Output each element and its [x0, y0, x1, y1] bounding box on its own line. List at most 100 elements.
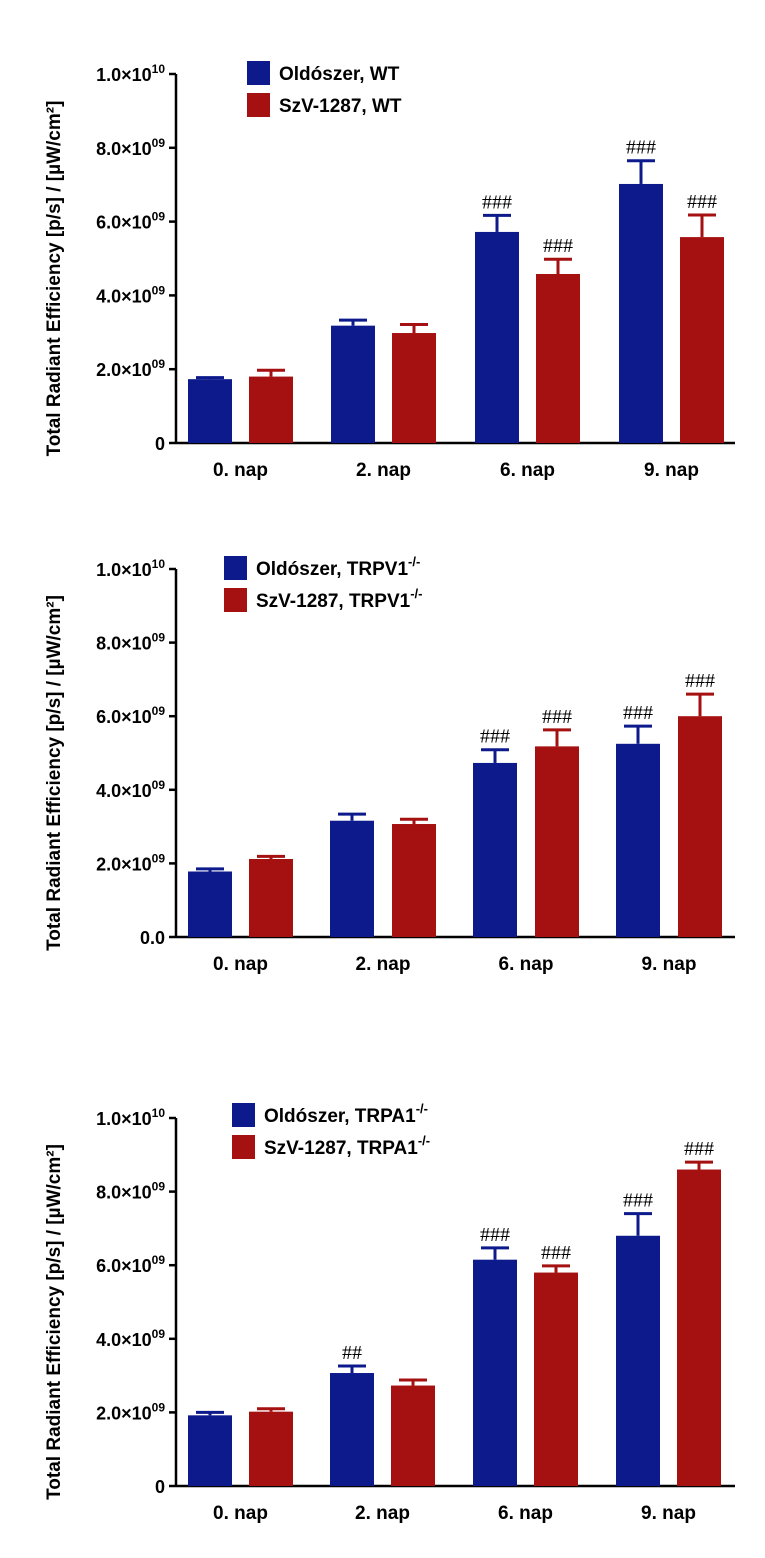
y-tick-exponent: 09	[152, 1327, 166, 1341]
x-tick-label: 9. nap	[644, 460, 699, 481]
y-tick-mantissa: 6.0×10	[96, 1256, 152, 1276]
bar	[534, 1272, 578, 1486]
y-tick-exponent: 09	[152, 136, 166, 150]
legend-label: SzV-1287, TRPV1-/-	[256, 586, 422, 612]
legend-label-text: SzV-1287, TRPA1	[264, 1138, 418, 1159]
y-tick-label: 0	[155, 1477, 165, 1497]
y-tick-mantissa: 6.0×10	[96, 213, 152, 233]
legend-label: SzV-1287, WT	[279, 96, 402, 117]
legend-label: Oldószer, TRPA1-/-	[264, 1101, 428, 1127]
bar	[188, 871, 232, 937]
bar	[677, 1169, 721, 1486]
y-axis-label: Total Radiant Efficiency [p/s] / [µW/cm²…	[44, 1144, 65, 1500]
y-tick-label: 1.0×1010	[96, 557, 165, 580]
bar	[475, 231, 519, 443]
y-tick-exponent: 09	[152, 1253, 166, 1267]
bar	[188, 379, 232, 443]
legend-label-superscript: -/-	[410, 586, 422, 601]
y-tick-exponent: 10	[152, 62, 166, 76]
significance-label: ###	[623, 1190, 653, 1212]
y-tick-label: 1.0×1010	[96, 1106, 165, 1129]
bar	[391, 1385, 435, 1486]
legend-swatch	[247, 93, 270, 117]
y-tick-label: 0	[155, 434, 165, 454]
legend-swatch	[224, 556, 247, 580]
y-tick-exponent: 10	[152, 1106, 166, 1120]
y-tick-label: 6.0×1009	[96, 704, 165, 727]
y-tick-mantissa: 4.0×10	[96, 1330, 152, 1350]
chart-panel-1: 02.0×10094.0×10096.0×10098.0×10091.0×101…	[44, 61, 735, 481]
legend-label: SzV-1287, TRPA1-/-	[264, 1133, 430, 1159]
legend-label-superscript: -/-	[418, 1133, 430, 1148]
y-tick-label: 8.0×1009	[96, 1180, 165, 1203]
chart-panel-3: 02.0×10094.0×10096.0×10098.0×10091.0×101…	[44, 1101, 735, 1524]
y-tick-mantissa: 1.0×10	[96, 65, 152, 85]
y-tick-exponent: 09	[152, 1400, 166, 1414]
y-tick-mantissa: 2.0×10	[96, 1403, 152, 1423]
x-tick-label: 2. nap	[355, 1503, 410, 1524]
bar	[249, 858, 293, 937]
bar	[616, 743, 660, 937]
y-tick-mantissa: 1.0×10	[96, 560, 152, 580]
y-tick-mantissa: 1.0×10	[96, 1109, 152, 1129]
legend-label: Oldószer, WT	[279, 64, 400, 85]
bar	[616, 1235, 660, 1486]
bar	[680, 237, 724, 443]
y-tick-mantissa: 8.0×10	[96, 139, 152, 159]
bar	[473, 1259, 517, 1486]
legend-label-text: Oldószer, WT	[279, 64, 400, 85]
y-tick-label: 4.0×1009	[96, 283, 165, 306]
bar	[331, 325, 375, 443]
y-tick-exponent: 09	[152, 851, 166, 865]
x-tick-label: 2. nap	[356, 460, 411, 481]
legend-label-superscript: -/-	[408, 554, 420, 569]
bar	[249, 376, 293, 443]
significance-label: ###	[626, 137, 656, 159]
bar	[536, 273, 580, 443]
y-tick-exponent: 09	[152, 283, 166, 297]
significance-label: ###	[623, 702, 653, 724]
y-tick-mantissa: 2.0×10	[96, 854, 152, 874]
y-tick-label: 8.0×1009	[96, 136, 165, 159]
y-tick-label: 4.0×1009	[96, 778, 165, 801]
bar	[330, 1373, 374, 1486]
y-tick-mantissa: 0	[155, 1477, 165, 1497]
significance-label: ##	[342, 1342, 362, 1364]
y-tick-mantissa: 4.0×10	[96, 781, 152, 801]
y-tick-mantissa: 8.0×10	[96, 634, 152, 654]
significance-label: ###	[480, 726, 510, 748]
y-tick-mantissa: 2.0×10	[96, 360, 152, 380]
y-tick-label: 2.0×1009	[96, 357, 165, 380]
x-tick-label: 9. nap	[641, 1503, 696, 1524]
legend-label-superscript: -/-	[416, 1101, 428, 1116]
legend-label-text: Oldószer, TRPA1	[264, 1106, 416, 1127]
x-tick-label: 0. nap	[213, 1503, 268, 1524]
y-tick-exponent: 09	[152, 631, 166, 645]
legend-swatch	[232, 1103, 255, 1127]
y-tick-mantissa: 6.0×10	[96, 707, 152, 727]
y-axis-label: Total Radiant Efficiency [p/s] / [µW/cm²…	[44, 595, 65, 951]
y-tick-label: 8.0×1009	[96, 631, 165, 654]
y-tick-label: 2.0×1009	[96, 1400, 165, 1423]
y-tick-mantissa: 8.0×10	[96, 1183, 152, 1203]
legend-swatch	[224, 588, 247, 612]
y-tick-exponent: 09	[152, 357, 166, 371]
x-tick-label: 6. nap	[500, 460, 555, 481]
legend-label-text: SzV-1287, WT	[279, 96, 402, 117]
significance-label: ###	[542, 706, 572, 728]
bar	[188, 1415, 232, 1486]
bar	[249, 1411, 293, 1486]
legend-label: Oldószer, TRPV1-/-	[256, 554, 420, 580]
x-tick-label: 0. nap	[213, 460, 268, 481]
bar	[392, 333, 436, 443]
y-tick-label: 1.0×1010	[96, 62, 165, 85]
legend-label-text: SzV-1287, TRPV1	[256, 591, 411, 612]
y-tick-label: 4.0×1009	[96, 1327, 165, 1350]
y-tick-exponent: 09	[152, 778, 166, 792]
legend-label-text: Oldószer, TRPV1	[256, 559, 408, 580]
y-tick-label: 2.0×1009	[96, 851, 165, 874]
y-tick-label: 0.0	[140, 928, 165, 948]
significance-label: ###	[685, 670, 715, 692]
y-tick-exponent: 10	[152, 557, 166, 571]
bar	[678, 716, 722, 937]
